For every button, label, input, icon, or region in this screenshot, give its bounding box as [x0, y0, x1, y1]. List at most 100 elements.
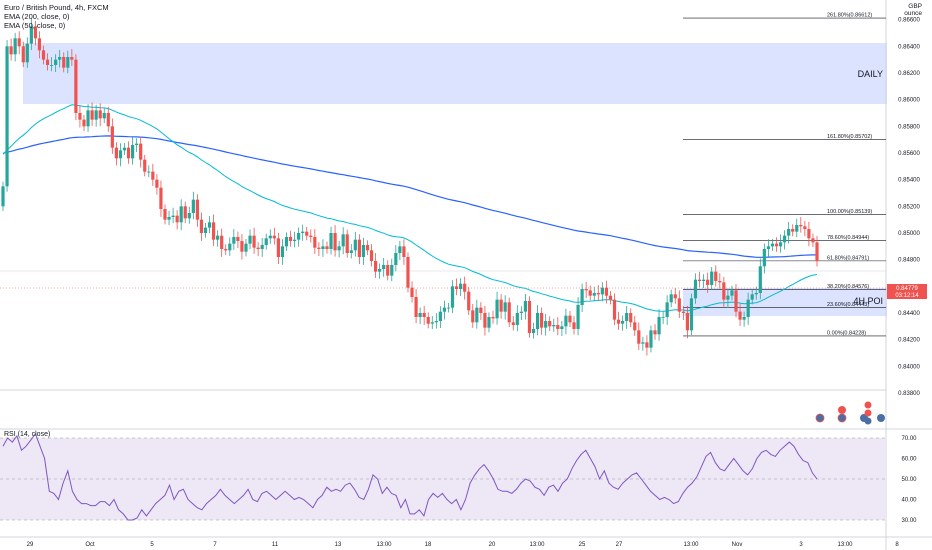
candle-body [795, 225, 799, 232]
candle-body [228, 243, 232, 251]
candle-body [159, 187, 163, 209]
rsi-tick-label: 60.00 [901, 457, 917, 463]
candle-body [220, 235, 224, 249]
event-marker-icon[interactable] [838, 406, 846, 414]
event-marker-icon[interactable] [864, 401, 872, 409]
candle-body [25, 43, 29, 63]
x-tick-label: Nov [732, 542, 743, 548]
candle-body [357, 239, 361, 257]
candle-body [373, 261, 378, 272]
time-axis[interactable]: 29 Oct 5 7 11 13 13:00 18 20 13:00 25 27 13:00 Nov 3 13… [27, 542, 900, 548]
candle-body [309, 235, 313, 237]
ema50-legend[interactable]: EMA (50, close, 0) [4, 21, 66, 30]
candle-body [317, 247, 321, 249]
candle-body [746, 299, 750, 317]
candle-body [353, 239, 357, 251]
candle-body [665, 302, 669, 317]
candle-body [718, 281, 722, 283]
candle-body [803, 226, 807, 229]
candle-body [499, 299, 503, 312]
fib-level-label: 78.60%(0.84944) [827, 235, 869, 241]
candle-body [272, 235, 276, 239]
candle-body [143, 159, 147, 172]
candle-body [799, 225, 803, 227]
candle-body [657, 317, 661, 335]
candle-body [629, 313, 633, 323]
candle-body [78, 113, 82, 120]
candle-body [714, 271, 718, 281]
rsi-tick-label: 40.00 [901, 498, 917, 504]
candle-body [653, 330, 657, 335]
candle-body [580, 289, 584, 305]
candle-body [783, 235, 787, 243]
ema200-legend[interactable]: EMA (200, close, 0) [4, 12, 70, 21]
candle-body [475, 307, 479, 323]
event-marker-icon[interactable] [864, 409, 872, 417]
candle-body [815, 242, 819, 261]
candle-body [442, 307, 447, 312]
fib-level-label: 23.60%(0.84443) [827, 302, 869, 308]
candle-body [527, 301, 532, 333]
candle-body [463, 283, 467, 292]
rsi-line [2, 432, 818, 521]
candle-body [191, 199, 195, 213]
candle-body [256, 247, 260, 249]
candle-body [406, 257, 410, 288]
candle-body [114, 147, 118, 159]
fib-level-label: 0.00%(0.84228) [827, 330, 866, 336]
candle-body [616, 319, 621, 324]
candle-body [361, 245, 366, 257]
fib-level-label: 38.20%(0.84576) [827, 284, 869, 290]
candle-body [297, 233, 301, 240]
candle-body [155, 179, 159, 188]
candle-body [523, 301, 528, 312]
candle-body [70, 57, 74, 60]
y-tick-label: 0.84800 [898, 258, 920, 264]
candle-body [74, 59, 78, 113]
poi-zone [683, 288, 887, 316]
candle-body [244, 243, 248, 252]
candle-body [774, 243, 779, 247]
event-markers[interactable] [815, 401, 885, 425]
candle-body [49, 65, 54, 66]
candle-body [390, 265, 394, 276]
candle-body [625, 313, 629, 321]
candle-body [787, 229, 791, 236]
candle-body [742, 317, 746, 320]
event-marker-icon[interactable] [837, 413, 847, 423]
price-axis[interactable]: 0.86600 0.86400 0.86200 0.86000 0.85800 0.856… [898, 18, 920, 397]
candle-body [560, 326, 564, 329]
candle-body [333, 233, 337, 251]
candle-body [434, 321, 438, 323]
candle-body [288, 237, 293, 241]
candle-body [791, 229, 795, 232]
candle-body [552, 325, 556, 327]
y-tick-label: 0.85800 [898, 124, 920, 130]
ema50-line [2, 104, 818, 312]
candle-body [637, 330, 641, 344]
fib-level-label: 261.80%(0.86612) [827, 13, 872, 19]
candle-body [535, 313, 540, 329]
event-marker-icon[interactable] [815, 413, 825, 423]
event-marker-icon[interactable] [877, 414, 885, 422]
candle-body [649, 330, 653, 348]
event-marker-icon[interactable] [864, 417, 872, 425]
candle-body [345, 234, 349, 253]
y-tick-label: 0.83800 [898, 391, 920, 397]
candle-body [378, 269, 382, 272]
candle-body [37, 38, 42, 51]
candle-body [33, 26, 37, 39]
candle-body [135, 143, 139, 145]
candle-body [681, 311, 685, 313]
candle-body [5, 46, 9, 187]
x-tick-label: 13:00 [529, 542, 545, 548]
x-tick-label: 7 [213, 542, 217, 548]
candle-body [147, 171, 151, 173]
candle-body [754, 293, 758, 295]
candle-body [329, 233, 333, 249]
candle-body [240, 241, 244, 252]
candle-body [734, 290, 738, 312]
candle-body [341, 234, 345, 247]
candle-body [171, 215, 175, 217]
